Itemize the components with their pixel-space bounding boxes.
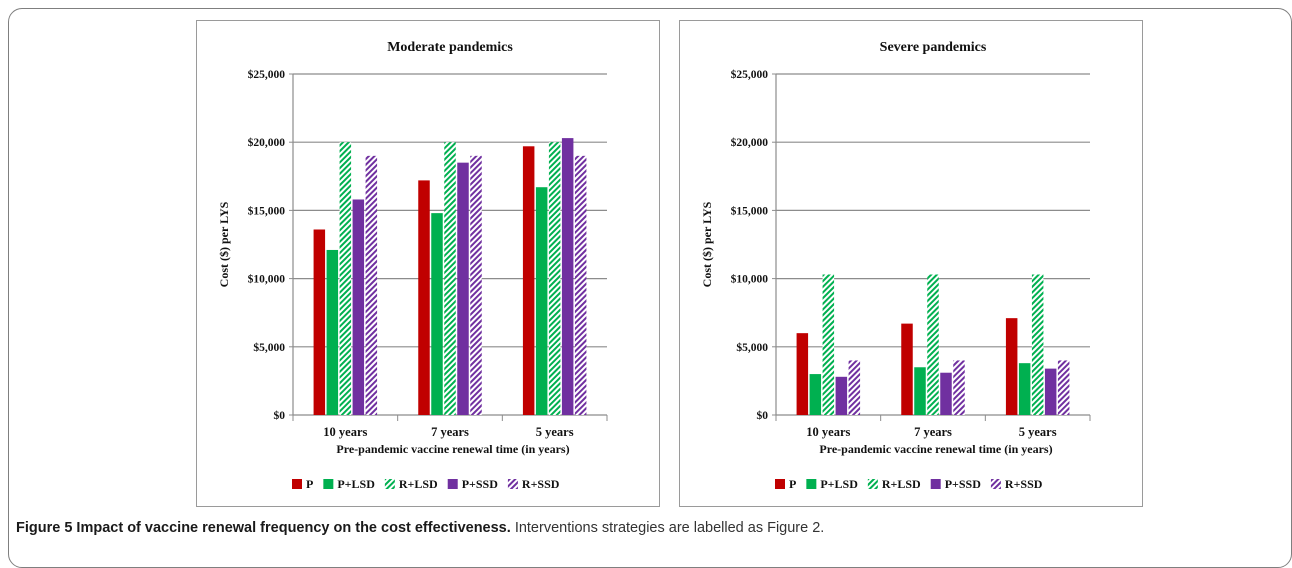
chart-panel-severe: Severe pandemics $0 $5,000 $10,000 $15,000 $2… — [679, 20, 1143, 507]
legend-label-p-lsd: P+LSD — [337, 477, 375, 491]
y-tick-label: $15,000 — [731, 204, 769, 217]
chart-severe-pandemics: Severe pandemics $0 $5,000 $10,000 $15,000 $2… — [700, 40, 1091, 491]
bar-p-5-years — [522, 146, 535, 415]
bar-p-ssd-10-years — [835, 376, 848, 415]
legend-label-p-ssd: P+SSD — [462, 477, 499, 491]
legend-label-p: P — [789, 477, 796, 491]
bar-r-ssd-10-years — [365, 155, 378, 415]
bar-p-ssd-10-years — [352, 199, 365, 415]
x-tick-label: 5 years — [1019, 425, 1057, 439]
bar-p-lsd-7-years — [431, 213, 443, 415]
chart-moderate-pandemics: Moderate pandemics $0 $5,000 $10,000 $15,000… — [217, 40, 608, 491]
bar-p-7-years — [418, 180, 430, 415]
bar-r-ssd-5-years — [1057, 360, 1070, 415]
legend-label-r-lsd: R+LSD — [882, 477, 921, 491]
bar-r-lsd-5-years — [1031, 274, 1044, 415]
y-tick-label: $25,000 — [731, 68, 769, 81]
bar-r-lsd-5-years — [548, 142, 561, 415]
bar-r-ssd-7-years — [953, 360, 965, 415]
y-tick-label: $0 — [274, 409, 286, 422]
legend-swatch-p-ssd — [930, 479, 941, 489]
bar-p-lsd-5-years — [1018, 363, 1031, 415]
legend-swatch-p-ssd — [447, 479, 458, 489]
bar-p-ssd-7-years — [940, 372, 952, 415]
bar-p-10-years — [796, 333, 809, 415]
bar-r-lsd-10-years — [339, 142, 352, 415]
bar-r-ssd-7-years — [470, 155, 482, 415]
legend-swatch-r-ssd — [990, 479, 1001, 489]
y-axis-label: Cost ($) per LYS — [700, 201, 714, 287]
legend-swatch-p-lsd — [806, 479, 817, 489]
legend-swatch-p-lsd — [323, 479, 334, 489]
bar-p-ssd-5-years — [1044, 368, 1057, 415]
bar-r-ssd-10-years — [848, 360, 861, 415]
chart-panel-moderate: Moderate pandemics $0 $5,000 $10,000 $15,000… — [196, 20, 660, 507]
figure-caption: Figure 5 Impact of vaccine renewal frequ… — [16, 520, 1276, 536]
x-tick-label: 10 years — [806, 425, 850, 439]
bar-r-lsd-10-years — [822, 274, 835, 415]
y-tick-label: $25,000 — [248, 68, 286, 81]
y-tick-label: $5,000 — [253, 341, 285, 354]
y-tick-label: $20,000 — [731, 136, 769, 149]
x-tick-label: 10 years — [323, 425, 367, 439]
legend-label-r-lsd: R+LSD — [399, 477, 438, 491]
bar-p-lsd-5-years — [535, 187, 548, 415]
x-tick-label: 5 years — [536, 425, 574, 439]
y-axis-label: Cost ($) per LYS — [217, 201, 231, 287]
bar-p-ssd-5-years — [561, 138, 574, 415]
legend-label-p: P — [306, 477, 313, 491]
chart-title: Severe pandemics — [880, 40, 987, 55]
legend-swatch-r-ssd — [507, 479, 518, 489]
legend-label-r-ssd: R+SSD — [522, 477, 560, 491]
bar-p-lsd-10-years — [809, 374, 822, 415]
bar-p-7-years — [901, 323, 913, 415]
legend-swatch-p — [292, 479, 302, 489]
x-tick-label: 7 years — [431, 425, 469, 439]
bar-p-5-years — [1005, 318, 1018, 415]
bar-p-ssd-7-years — [457, 162, 469, 415]
bar-p-lsd-10-years — [326, 249, 339, 415]
legend-swatch-p — [775, 479, 785, 489]
legend-swatch-r-lsd — [867, 479, 878, 489]
bar-p-10-years — [313, 229, 326, 415]
chart-title: Moderate pandemics — [387, 40, 513, 55]
y-tick-label: $15,000 — [248, 204, 286, 217]
legend-label-p-ssd: P+SSD — [945, 477, 982, 491]
bar-r-ssd-5-years — [574, 155, 587, 415]
caption-lead: Figure 5 Impact of vaccine renewal frequ… — [16, 520, 511, 536]
caption-rest: Interventions strategies are labelled as… — [514, 520, 825, 536]
y-tick-label: $10,000 — [731, 273, 769, 286]
x-axis-label: Pre-pandemic vaccine renewal time (in ye… — [336, 442, 569, 456]
y-tick-label: $10,000 — [248, 273, 286, 286]
bar-r-lsd-7-years — [927, 274, 939, 415]
legend-swatch-r-lsd — [384, 479, 395, 489]
legend-label-p-lsd: P+LSD — [820, 477, 858, 491]
bar-p-lsd-7-years — [914, 367, 926, 415]
y-tick-label: $20,000 — [248, 136, 286, 149]
y-tick-label: $0 — [757, 409, 769, 422]
x-tick-label: 7 years — [914, 425, 952, 439]
y-tick-label: $5,000 — [736, 341, 768, 354]
legend-label-r-ssd: R+SSD — [1005, 477, 1043, 491]
bar-r-lsd-7-years — [444, 142, 456, 415]
x-axis-label: Pre-pandemic vaccine renewal time (in ye… — [819, 442, 1052, 456]
